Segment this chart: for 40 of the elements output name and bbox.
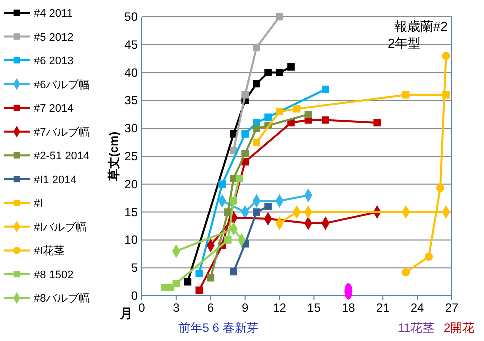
x-tick-label: 12 <box>273 301 287 315</box>
legend-label: #Iバルブ幅 <box>34 220 88 234</box>
legend-label: #8 1502 <box>34 269 74 282</box>
x-tick-label: 6 <box>208 301 215 315</box>
legend-label: #I1 2014 <box>34 174 77 186</box>
legend-label: #2-51 2014 <box>34 150 90 163</box>
y-tick-label: 35 <box>124 94 138 108</box>
x-tick-label: 9 <box>242 301 249 315</box>
legend-label: #6バルブ幅 <box>34 78 90 92</box>
x-tick-label: 27 <box>445 301 459 315</box>
y-tick-label: 20 <box>124 177 138 192</box>
legend-label: #7 2014 <box>34 103 74 116</box>
y-tick-label: 45 <box>124 38 138 52</box>
text: 2開花 <box>444 321 475 335</box>
y-tick-label: 15 <box>124 205 138 220</box>
text: 2年型 <box>388 36 422 51</box>
x-tick-label: 21 <box>376 301 390 315</box>
y-tick-label: 10 <box>124 233 138 248</box>
x-tick-label: 18 <box>342 301 356 315</box>
y-tick-label: 30 <box>124 122 138 136</box>
x-tick-label: 24 <box>410 301 425 315</box>
chart-title: 報歳蘭#2 <box>394 19 448 34</box>
legend-label: #4 2011 <box>34 8 73 20</box>
text: 前年5 6 春新芽 <box>178 321 259 335</box>
legend-label: #I花茎 <box>34 244 66 258</box>
legend-label: #8バルブ幅 <box>34 292 90 306</box>
legend-label: #7バルブ幅 <box>34 126 90 139</box>
y-tick-label: 50 <box>124 10 138 24</box>
x-tick-label: 3 <box>173 301 180 315</box>
x-tick-label: 15 <box>308 301 322 315</box>
legend-label: #5 2012 <box>34 32 74 44</box>
text: 11花茎 <box>398 321 435 335</box>
y-tick-label: 25 <box>124 150 138 164</box>
y-axis-title: 草丈(cm) <box>107 132 121 182</box>
x-axis-title: 月 <box>119 306 133 321</box>
y-tick-label: 5 <box>131 261 138 276</box>
legend-label: #6 2013 <box>34 56 74 68</box>
y-tick-label: 0 <box>131 289 138 303</box>
legend-label: #I <box>34 198 44 210</box>
y-tick-label: 40 <box>124 66 138 80</box>
